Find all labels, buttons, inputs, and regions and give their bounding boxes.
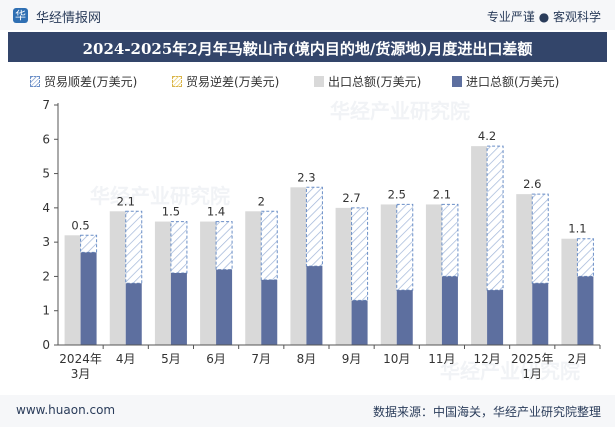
data-label-surplus: 0.5 [71,218,89,232]
x-tick-label: 11月 [428,352,455,366]
watermark-text: 华经产业研究院 [440,359,580,383]
bar-import [306,266,323,345]
data-label-surplus: 1.4 [207,205,225,219]
data-label-surplus: 2 [258,194,265,208]
bar-export [471,146,488,345]
y-tick-label: 6 [42,132,50,146]
bar-export [245,211,262,345]
bar-import [125,283,142,345]
legend-label-export: 出口总额(万美元) [328,75,422,89]
bar-surplus [260,210,278,281]
y-tick-label: 7 [42,98,50,112]
bar-export [64,235,81,345]
bar-export [380,204,397,345]
chart-title: 2024-2025年2月年马鞍山市(境内目的地/货源地)月度进出口差额 [82,40,533,58]
x-axis: 2024年 3月 4月 5月 6月 7月 8月 9月 10月 11月 12月 2025年 1月 2月 [58,344,601,381]
x-tick-label: 10月 [383,352,410,366]
legend-swatch-export [314,76,324,87]
data-label-surplus: 1.1 [568,222,586,236]
bar-export [335,207,352,345]
bar-import [170,273,187,345]
data-label-surplus: 2.6 [523,177,541,191]
y-tick-label: 2 [42,269,50,283]
bar-import [351,300,368,345]
footer-website: www.huaon.com [16,403,116,417]
bar-surplus [215,221,233,271]
data-label-surplus: 2.3 [297,170,315,184]
legend-label-deficit: 贸易逆差(万美元) [186,75,280,89]
bar-surplus [441,203,459,277]
bar-surplus [351,207,369,301]
legend-swatch-surplus [30,76,40,87]
legend-swatch-deficit [172,76,182,87]
bar-import [261,279,278,345]
bar-surplus [531,193,549,284]
chart-plot: 0 1 2 3 4 5 6 7 0.5 2.1 1.5 1.4 2 2.3 2.7 2.5 2.1 4.2 2.6… [42,98,601,381]
x-tick-label: 9月 [342,352,362,366]
bar-surplus [486,145,504,291]
bar-import [441,276,458,345]
bar-import [80,252,97,345]
x-tick-label: 7月 [251,352,271,366]
footer-source: 数据来源：中国海关，华经产业研究院整理 [372,405,601,419]
y-tick-label: 0 [42,338,50,352]
x-tick-label: 12月 [473,352,500,366]
bar-export [561,238,578,345]
bar-surplus [576,238,594,277]
x-tick-label: 2025年 1月 [511,352,554,381]
header-bar: 华 华经情报网 专业严谨 ● 客观科学 [0,0,615,30]
y-tick-label: 3 [42,235,50,249]
bar-export [154,221,171,345]
x-tick-label: 4月 [116,352,136,366]
legend-label-import: 进口总额(万美元) [466,75,560,89]
legend-swatch-import [452,76,462,87]
bar-export [290,187,307,345]
bar-export [200,221,217,345]
data-label-surplus: 2.5 [388,187,406,201]
y-tick-label: 4 [42,201,50,215]
data-label-surplus: 1.5 [162,205,180,219]
data-label-surplus: 2.1 [117,194,135,208]
x-tick-label: 8月 [297,352,317,366]
bar-surplus [396,203,414,291]
bar-export [425,204,442,345]
x-tick-label: 5月 [161,352,181,366]
data-label-surplus: 4.2 [478,129,496,143]
brand-name: 华经情报网 [36,11,102,26]
huajing-logo-icon: 华 [13,8,28,23]
tagline: 专业严谨 ● 客观科学 [486,10,601,24]
y-axis: 0 1 2 3 4 5 6 7 [42,98,59,352]
watermark-text: 华经产业研究院 [330,99,470,123]
bar-import [532,283,549,345]
x-tick-label: 2月 [568,352,588,366]
watermark-text: 华经产业研究院 [90,184,230,208]
footer-bar: www.huaon.com 数据来源：中国海关，华经产业研究院整理 [0,395,615,427]
y-tick-label: 1 [42,304,50,318]
y-tick-label: 5 [42,167,50,181]
bar-import [216,269,233,345]
bar-import [577,276,594,345]
x-tick-label: 2024年 3月 [59,352,102,381]
bar-import [396,290,413,345]
x-tick-label: 6月 [206,352,226,366]
bar-surplus [305,186,323,267]
bar-export [516,194,533,345]
bar-export [109,211,126,345]
bar-surplus [80,234,98,253]
bar-surplus [125,210,143,284]
title-bar: 2024-2025年2月年马鞍山市(境内目的地/货源地)月度进出口差额 [8,32,607,62]
bar-import [487,290,504,345]
data-label-surplus: 2.1 [433,187,451,201]
bar-surplus [170,221,188,274]
bars: 0.5 2.1 1.5 1.4 2 2.3 2.7 2.5 2.1 4.2 2.6 1.1 [64,129,594,345]
legend-label-surplus: 贸易顺差(万美元) [44,75,138,89]
data-label-surplus: 2.7 [342,191,360,205]
